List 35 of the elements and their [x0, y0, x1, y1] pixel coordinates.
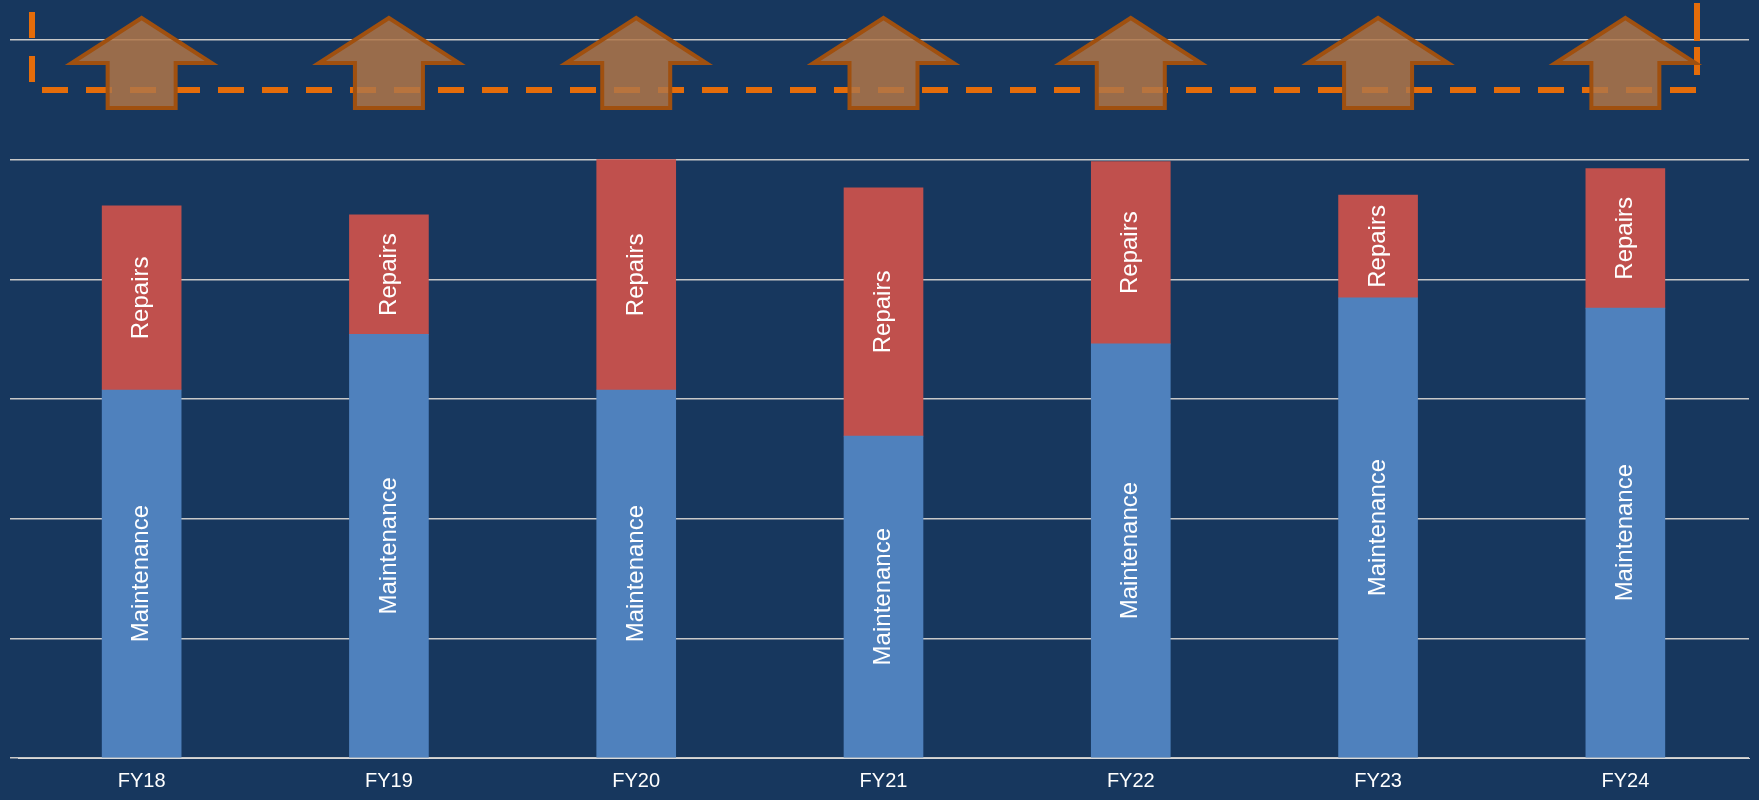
text: Maintenance: [1362, 458, 1390, 597]
bar: [843, 435, 924, 758]
bar: [1585, 168, 1666, 309]
bar: [843, 187, 924, 437]
x-tick-label: FY24: [1601, 768, 1650, 791]
bar: [349, 334, 429, 758]
text: Repairs: [373, 233, 401, 316]
bar: [596, 159, 677, 391]
x-tick-label: FY19: [365, 768, 413, 791]
series-label: Maintenance: [373, 477, 401, 615]
text: Maintenance: [620, 504, 648, 643]
bar: [101, 205, 182, 391]
text: Maintenance: [1115, 481, 1143, 620]
text: Repairs: [126, 256, 154, 340]
bar: [1338, 297, 1418, 758]
text: Maintenance: [868, 527, 896, 666]
text: Maintenance: [1609, 463, 1637, 602]
bar: [1338, 194, 1418, 299]
text: Repairs: [1115, 211, 1143, 295]
bar: [596, 389, 677, 758]
bar: [1090, 161, 1171, 345]
x-tick-label: FY20: [612, 768, 661, 791]
text: Repairs: [620, 233, 648, 317]
series-label: Repairs: [1362, 205, 1390, 288]
bar: [1585, 307, 1666, 758]
text: Repairs: [868, 270, 896, 354]
bar: [349, 214, 429, 335]
x-tick-label: FY22: [1106, 768, 1155, 791]
text: Repairs: [1609, 197, 1637, 280]
x-tick-label: FY18: [117, 768, 166, 791]
x-tick-label: FY21: [859, 768, 908, 791]
bar: [101, 389, 182, 758]
bar: [1090, 343, 1171, 758]
text: Maintenance: [126, 504, 154, 643]
x-tick-label: FY23: [1354, 768, 1402, 791]
